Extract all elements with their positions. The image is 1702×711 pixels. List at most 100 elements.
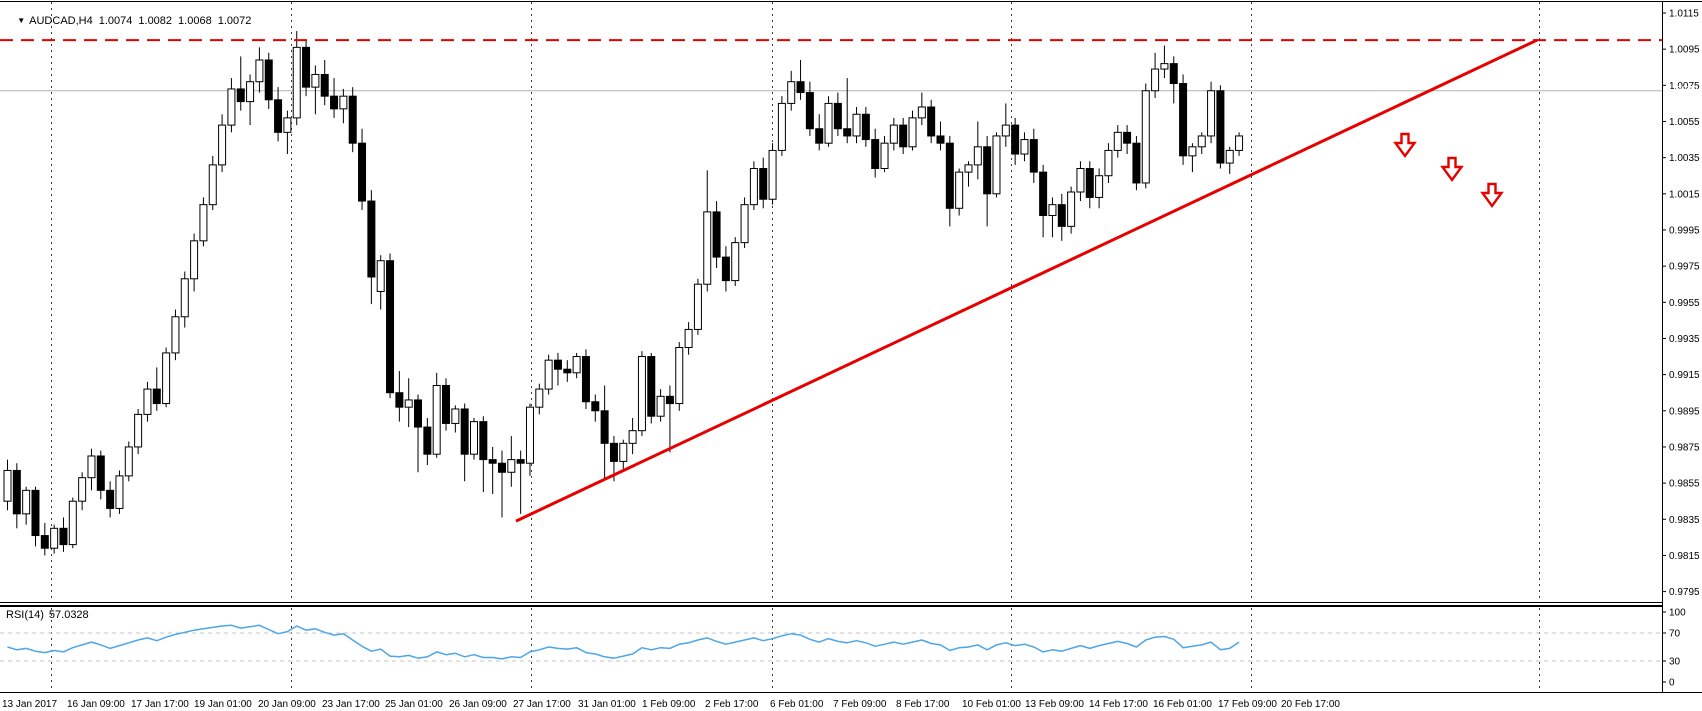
date-label: 16 Jan 09:00 bbox=[67, 699, 125, 710]
candle bbox=[302, 40, 311, 97]
date-label: 23 Jan 17:00 bbox=[322, 699, 380, 710]
candle bbox=[665, 385, 674, 453]
price-tick-label: 0.9795 bbox=[1669, 587, 1700, 598]
price-tick-label: 0.9955 bbox=[1669, 298, 1700, 309]
chart-title[interactable]: ▼ AUDCAD,H4 1.0074 1.0082 1.0068 1.0072 bbox=[5, 3, 257, 39]
candle bbox=[992, 132, 1001, 198]
bear-candle-body bbox=[1029, 139, 1038, 173]
date-label: 16 Feb 01:00 bbox=[1153, 699, 1212, 710]
bear-candle-body bbox=[1179, 83, 1188, 157]
bear-candle-body bbox=[414, 399, 423, 428]
forecast-arrows[interactable] bbox=[1393, 132, 1504, 209]
price-tick-label: 0.9855 bbox=[1669, 479, 1700, 490]
candle bbox=[787, 70, 796, 111]
bear-candle-body bbox=[320, 73, 329, 97]
candle bbox=[488, 446, 497, 494]
bear-candle-body bbox=[927, 106, 936, 137]
bear-candle-body bbox=[96, 455, 105, 491]
bull-candle-body bbox=[1001, 124, 1010, 137]
candle bbox=[87, 448, 96, 491]
candle bbox=[22, 486, 31, 525]
current-price-tag: 1.0072 bbox=[1667, 85, 1698, 96]
bear-candle-body bbox=[302, 46, 311, 88]
bear-candle-body bbox=[264, 59, 273, 101]
date-label: 7 Feb 09:00 bbox=[833, 699, 887, 710]
bull-candle-body bbox=[777, 102, 786, 151]
candle bbox=[3, 459, 12, 511]
candle bbox=[199, 197, 208, 247]
candle bbox=[470, 418, 478, 460]
bull-candle-body bbox=[852, 113, 861, 137]
bull-candle-body bbox=[134, 413, 143, 448]
bear-candle-body bbox=[899, 124, 908, 148]
bear-candle-body bbox=[805, 92, 814, 130]
bear-candle-body bbox=[983, 146, 992, 195]
candle bbox=[171, 309, 180, 361]
candle bbox=[1132, 135, 1141, 191]
candle bbox=[563, 360, 572, 382]
bull-candle-body bbox=[162, 352, 171, 405]
chart-dropdown-icon[interactable]: ▼ bbox=[17, 16, 26, 25]
bear-candle-body bbox=[516, 459, 525, 464]
rsi-panel[interactable]: 100 70 30 0 bbox=[0, 608, 1686, 689]
price-tick-label: 0.9815 bbox=[1669, 551, 1700, 562]
bull-candle-body bbox=[255, 59, 264, 83]
candle bbox=[693, 278, 702, 335]
bull-candle-body bbox=[208, 164, 217, 206]
date-label: 20 Feb 17:00 bbox=[1281, 699, 1340, 710]
date-label: 20 Jan 09:00 bbox=[258, 699, 316, 710]
bull-candle-body bbox=[143, 388, 152, 415]
price-axis[interactable]: 1.0115 1.0095 1.0075 1.0055 1.0035 1.0015 0.99… bbox=[1662, 9, 1700, 599]
bull-candle-body bbox=[787, 81, 796, 104]
candle bbox=[96, 450, 105, 500]
candle bbox=[376, 255, 385, 310]
bear-candle-body bbox=[1011, 124, 1020, 155]
rsi-indicator-label: RSI(14) 57.0328 bbox=[6, 609, 94, 621]
date-label: 10 Feb 01:00 bbox=[962, 699, 1021, 710]
candle bbox=[824, 96, 833, 147]
bull-candle-body bbox=[1141, 90, 1150, 184]
candle bbox=[1095, 168, 1104, 209]
bear-candle-body bbox=[1169, 63, 1178, 85]
down-arrow-icon bbox=[1480, 182, 1504, 209]
candle bbox=[497, 450, 506, 518]
candle bbox=[1207, 81, 1216, 144]
bull-candle-body bbox=[1095, 175, 1104, 198]
candle bbox=[973, 121, 982, 180]
bull-candle-body bbox=[1188, 146, 1197, 157]
bear-candle-body bbox=[423, 426, 432, 455]
candle bbox=[330, 78, 339, 118]
candle bbox=[684, 322, 693, 355]
date-label: 8 Feb 17:00 bbox=[896, 699, 950, 710]
time-axis[interactable]: 13 Jan 2017 16 Jan 09:00 17 Jan 17:00 19 Ja… bbox=[2, 699, 1340, 710]
candlestick-series[interactable] bbox=[3, 31, 1244, 556]
price-tick-label: 1.0035 bbox=[1669, 153, 1700, 164]
candle bbox=[246, 74, 255, 126]
candle bbox=[852, 107, 861, 144]
candle bbox=[1235, 132, 1244, 156]
candle bbox=[1057, 193, 1066, 241]
bull-candle-body bbox=[283, 117, 292, 133]
candle bbox=[647, 352, 656, 424]
bull-candle-body bbox=[768, 149, 777, 200]
down-arrow-icon bbox=[1440, 156, 1464, 183]
bull-candle-body bbox=[880, 142, 889, 169]
price-tick-label: 1.0095 bbox=[1669, 45, 1700, 56]
date-label: 17 Jan 17:00 bbox=[131, 699, 189, 710]
date-label: 17 Feb 09:00 bbox=[1218, 699, 1277, 710]
candle bbox=[525, 403, 534, 476]
rsi-tick-label: 30 bbox=[1669, 657, 1681, 668]
candle bbox=[348, 87, 357, 153]
candle bbox=[320, 60, 329, 106]
bull-candle-body bbox=[470, 421, 478, 455]
bear-candle-body bbox=[395, 392, 404, 408]
bear-candle-body bbox=[563, 368, 572, 374]
candle bbox=[899, 117, 908, 155]
date-label: 14 Feb 17:00 bbox=[1089, 699, 1148, 710]
bear-candle-body bbox=[31, 489, 40, 537]
bear-candle-body bbox=[497, 462, 506, 473]
bull-candle-body bbox=[1207, 90, 1216, 137]
ohlc-close: 1.0072 bbox=[217, 15, 252, 27]
